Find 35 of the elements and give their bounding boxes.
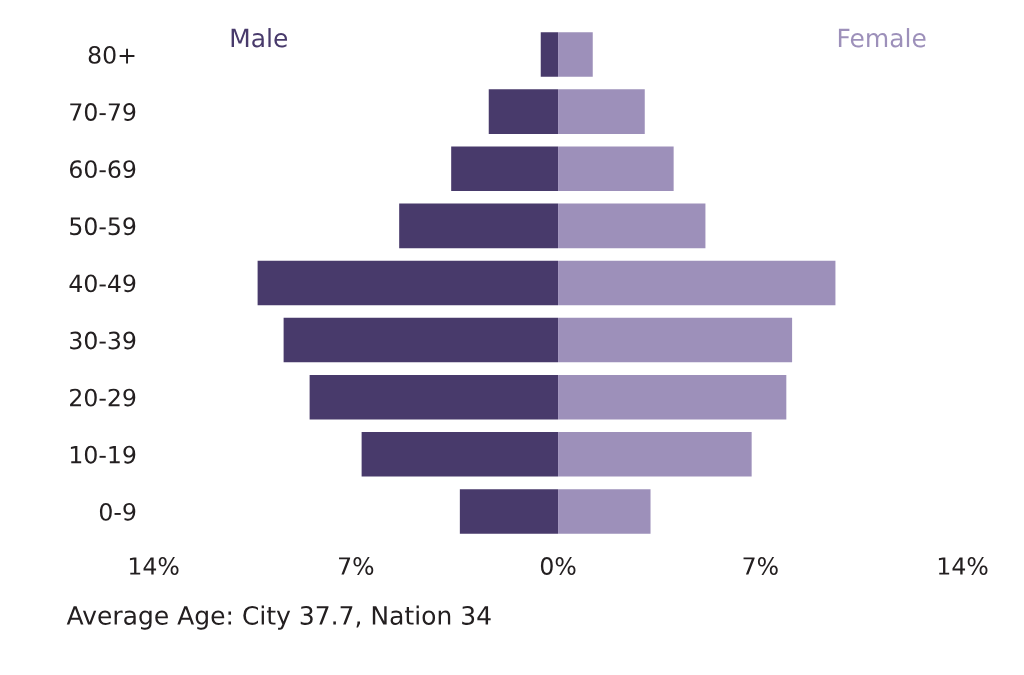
bar — [558, 32, 593, 77]
bar — [257, 260, 559, 306]
bar — [558, 203, 706, 249]
bar — [558, 317, 793, 363]
x-tick-label: 7% — [339, 557, 374, 575]
bar — [558, 374, 787, 420]
y-tick-label: 0-9 — [99, 502, 136, 521]
bar — [451, 146, 559, 192]
y-tick-label: 20-29 — [70, 388, 136, 407]
bar — [558, 89, 645, 134]
bar — [540, 32, 559, 77]
bar — [488, 89, 559, 134]
x-tick-label: 7% — [743, 557, 778, 575]
x-tick-label: 14% — [938, 557, 988, 575]
bar — [558, 432, 752, 477]
bar — [558, 260, 836, 306]
x-tick-label: 0% — [540, 557, 576, 575]
bar — [361, 432, 559, 477]
y-tick-label: 70-79 — [70, 103, 136, 121]
bar — [309, 374, 559, 420]
text: Female — [838, 28, 926, 48]
y-tick-label: 30-39 — [70, 331, 136, 350]
bar — [558, 146, 674, 192]
y-tick-label: 60-69 — [69, 160, 136, 179]
y-tick-label: 40-49 — [69, 274, 136, 293]
x-tick-label: 14% — [129, 557, 179, 575]
y-tick-label: 10-19 — [70, 445, 136, 464]
bar — [283, 317, 559, 363]
bar — [459, 489, 559, 534]
y-tick-label: 50-59 — [70, 217, 136, 236]
bar — [399, 203, 559, 249]
text: Average Age: City 37.7, Nation 34 — [66, 605, 491, 630]
bar — [558, 489, 651, 534]
text: Male — [231, 28, 288, 48]
y-tick-label: 80+ — [88, 45, 135, 64]
